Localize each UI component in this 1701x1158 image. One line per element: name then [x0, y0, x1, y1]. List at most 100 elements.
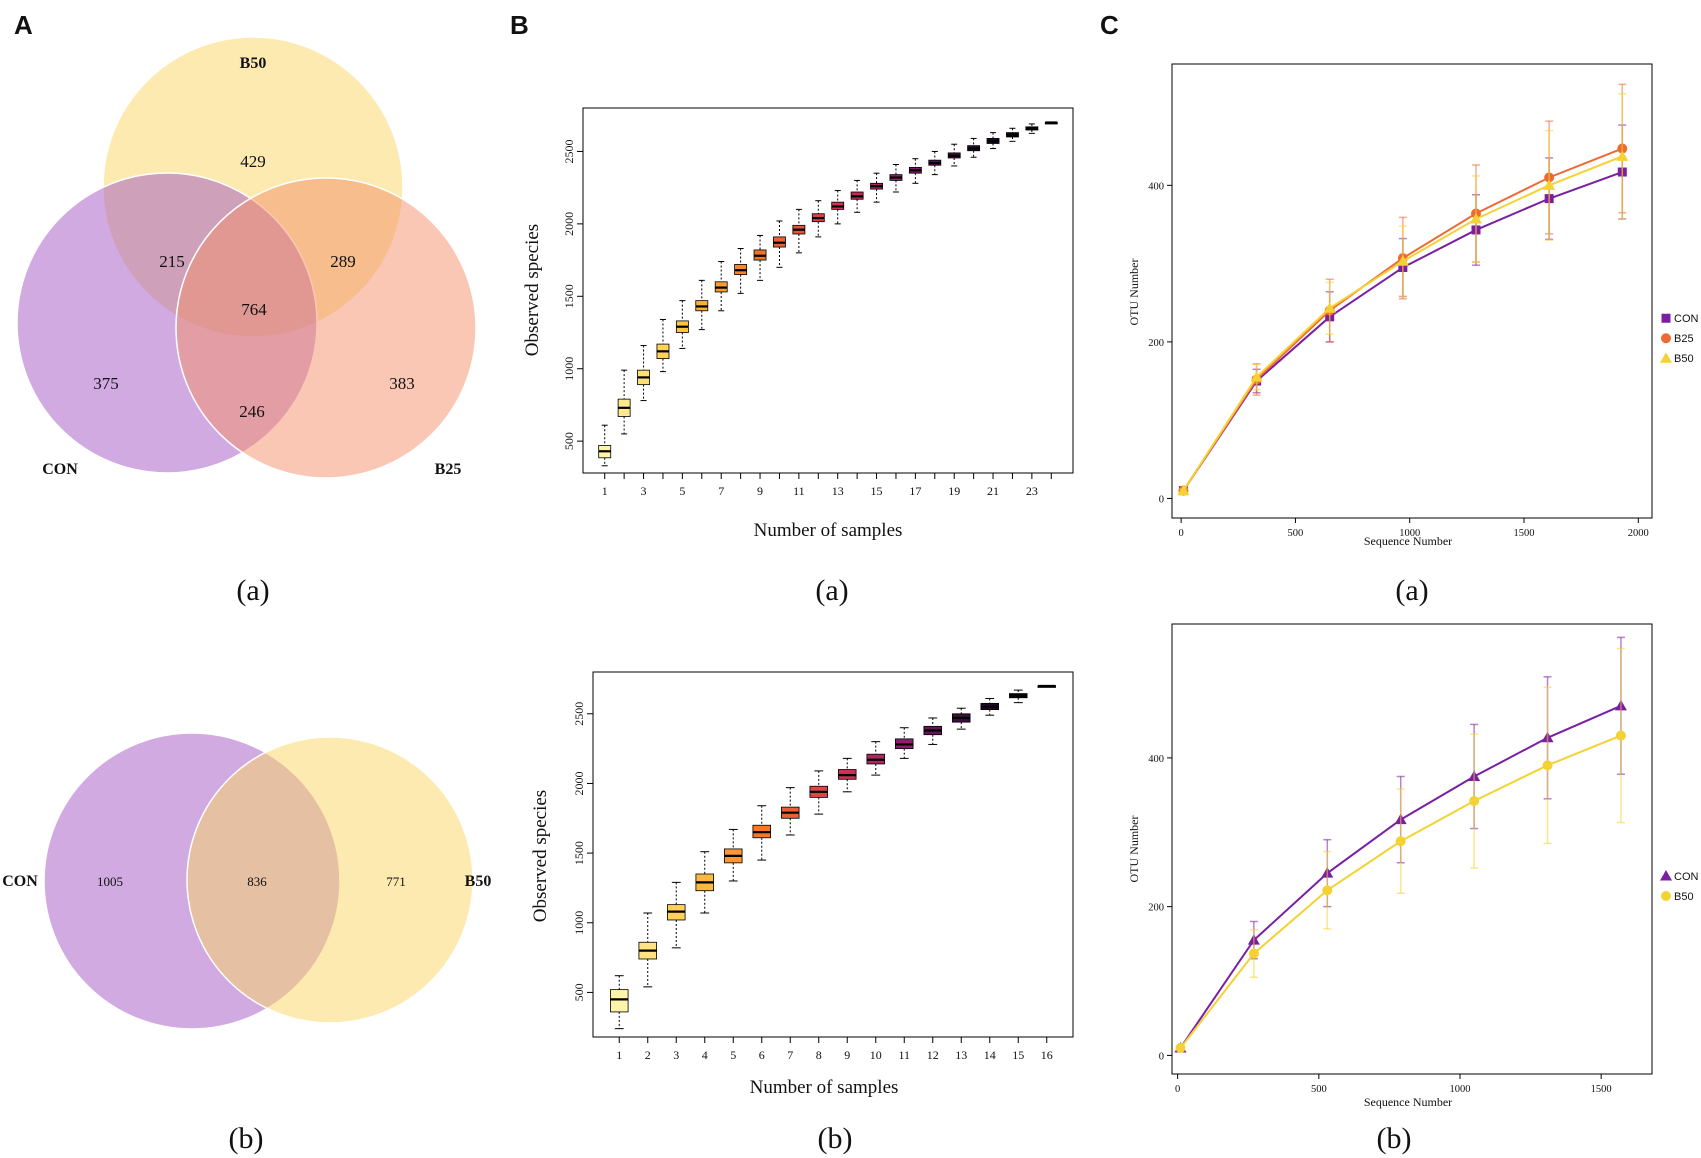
sub-label-B-a: (a): [815, 574, 848, 607]
boxplot-a-xlabel: Number of samples: [754, 520, 903, 541]
linechart-a-legend-label-b50: B50: [1674, 353, 1694, 365]
panel-letter-b: B: [510, 10, 529, 40]
linechart-b-xlabel: Sequence Number: [1364, 1095, 1452, 1109]
boxplot-a-frame: [582, 107, 1074, 474]
linechart-b: 0 200 400 0 500 1000 1500 CON B50 Sequence Numbe…: [1127, 623, 1699, 1109]
linechart-a: 0 200 400 0 500 1000 1500 2000 CON B25 B50 Sequenc…: [1127, 63, 1699, 548]
linechart-a-frame: [1171, 63, 1653, 519]
boxplot-b-xtick-label: 11: [898, 1048, 910, 1062]
linechart-a-ytick-label: 200: [1148, 338, 1164, 349]
boxplot-b-xtick-label: 1: [616, 1048, 622, 1062]
boxplot-b-xtick-label: 5: [730, 1048, 736, 1062]
linechart-b-xtick-label: 0: [1175, 1084, 1180, 1095]
venn-a-label-b25: B25: [435, 461, 462, 478]
linechart-b-frame: [1171, 623, 1653, 1075]
linechart-b-point-b50: [1615, 730, 1626, 741]
linechart-a-xtick-label: 1500: [1514, 528, 1535, 539]
venn-a-label-b50: B50: [240, 55, 267, 72]
linechart-a-xtick-label: 0: [1179, 528, 1184, 539]
linechart-a-point-b50: [1543, 179, 1556, 190]
boxplot-a-xtick-label: 11: [793, 484, 805, 498]
linechart-a-point-b50: [1470, 212, 1482, 224]
linechart-a-ytick-label: 0: [1159, 494, 1164, 505]
panel-letter-a: A: [14, 10, 33, 40]
boxplot-a-xtick-label: 23: [1026, 484, 1038, 498]
linechart-b-ylabel: OTU Number: [1127, 816, 1141, 883]
boxplot-a-ytick-label: 500: [562, 432, 576, 450]
linechart-a-ytick-label: 400: [1148, 181, 1164, 192]
venn-a-b25-only: 383: [389, 374, 415, 393]
venn-a-con-b25: 246: [239, 402, 265, 421]
boxplot-a-xtick-label: 21: [987, 484, 999, 498]
linechart-b-point-b50: [1542, 760, 1553, 771]
venn-b-label-b50: B50: [465, 873, 492, 890]
boxplot-a-ytick-label: 1000: [562, 357, 576, 381]
venn-b-b50-only: 771: [386, 874, 406, 889]
boxplot-b-xtick-label: 10: [870, 1048, 882, 1062]
linechart-a-legend-marker-b25: [1661, 333, 1671, 344]
venn-a-all: 764: [241, 300, 267, 319]
linechart-b-point-b50: [1175, 1042, 1186, 1053]
venn-b-label-con: CON: [2, 873, 38, 890]
linechart-a-xtick-label: 2000: [1628, 528, 1649, 539]
boxplot-b-ytick-label: 2000: [572, 771, 586, 795]
boxplot-a-xtick-label: 1: [602, 484, 608, 498]
linechart-b-xtick-label: 1000: [1450, 1084, 1471, 1095]
linechart-a-point-b50: [1323, 302, 1336, 313]
boxplot-b-ylabel: Observed species: [530, 790, 551, 922]
linechart-a-legend-marker-con: [1661, 313, 1671, 323]
boxplot-a-xtick-label: 7: [718, 484, 724, 498]
linechart-b-legend-label-con: CON: [1674, 871, 1699, 883]
boxplot-a-ytick-label: 1500: [562, 284, 576, 308]
venn-b-con-only: 1005: [97, 874, 123, 889]
boxplot-b-xtick-label: 8: [816, 1048, 822, 1062]
linechart-b-point-b50: [1469, 796, 1480, 807]
boxplot-a-xtick-label: 13: [832, 484, 844, 498]
linechart-b-legend-label-b50: B50: [1674, 891, 1694, 903]
sub-label-B-b: (b): [818, 1122, 853, 1155]
venn-a: 429 215 289 764 375 383 246 B50 CON B25: [16, 36, 477, 479]
boxplot-a-xtick-label: 17: [909, 484, 921, 498]
venn-a-con-b50: 215: [159, 252, 185, 271]
panel-letter-c: C: [1100, 10, 1119, 40]
boxplot-b-frame: [592, 671, 1074, 1038]
boxplot-b-xtick-label: 15: [1012, 1048, 1024, 1062]
boxplot-b-ytick-label: 2500: [572, 702, 586, 726]
linechart-b-xtick-label: 500: [1311, 1084, 1327, 1095]
linechart-a-xtick-label: 1000: [1399, 528, 1420, 539]
linechart-b-point-b50: [1248, 948, 1259, 959]
boxplot-b-xlabel: Number of samples: [750, 1077, 899, 1098]
boxplot-b-ytick-label: 1000: [572, 911, 586, 935]
linechart-a-legend-label-b25: B25: [1674, 333, 1694, 345]
boxplot-a-ylabel: Observed species: [522, 224, 543, 356]
venn-a-label-con: CON: [42, 461, 78, 478]
linechart-b-xtick-label: 1500: [1591, 1084, 1612, 1095]
linechart-a-xtick-label: 500: [1288, 528, 1304, 539]
boxplot-a-xtick-label: 15: [871, 484, 883, 498]
boxplot-b-xtick-label: 12: [927, 1048, 939, 1062]
sub-label-A-a: (a): [236, 574, 269, 607]
venn-a-b50-b25: 289: [330, 252, 356, 271]
linechart-a-line-b50: [1182, 155, 1623, 492]
linechart-b-legend-marker-b50: [1661, 891, 1671, 901]
linechart-a-xlabel: Sequence Number: [1364, 534, 1452, 548]
linechart-a-point-b50: [1250, 371, 1263, 382]
linechart-a-point-b50: [1396, 255, 1409, 266]
venn-b: 1005 836 771 CON B50: [2, 732, 492, 1030]
linechart-b-point-b50: [1395, 836, 1406, 847]
linechart-a-point-b50: [1616, 150, 1629, 161]
linechart-a-line-b25: [1182, 147, 1623, 492]
venn-b-both: 836: [247, 874, 267, 889]
linechart-b-ytick-label: 200: [1148, 903, 1164, 914]
linechart-a-point-b50: [1177, 484, 1190, 496]
boxplot-a-ytick-label: 2500: [562, 139, 576, 163]
linechart-a-legend-label-con: CON: [1674, 313, 1699, 325]
venn-a-b50-only: 429: [240, 152, 266, 171]
boxplot-b-xtick-label: 14: [984, 1048, 996, 1062]
linechart-b-ytick-label: 0: [1159, 1051, 1164, 1062]
boxplot-b-xtick-label: 16: [1041, 1048, 1053, 1062]
boxplot-a-xtick-label: 5: [679, 484, 685, 498]
